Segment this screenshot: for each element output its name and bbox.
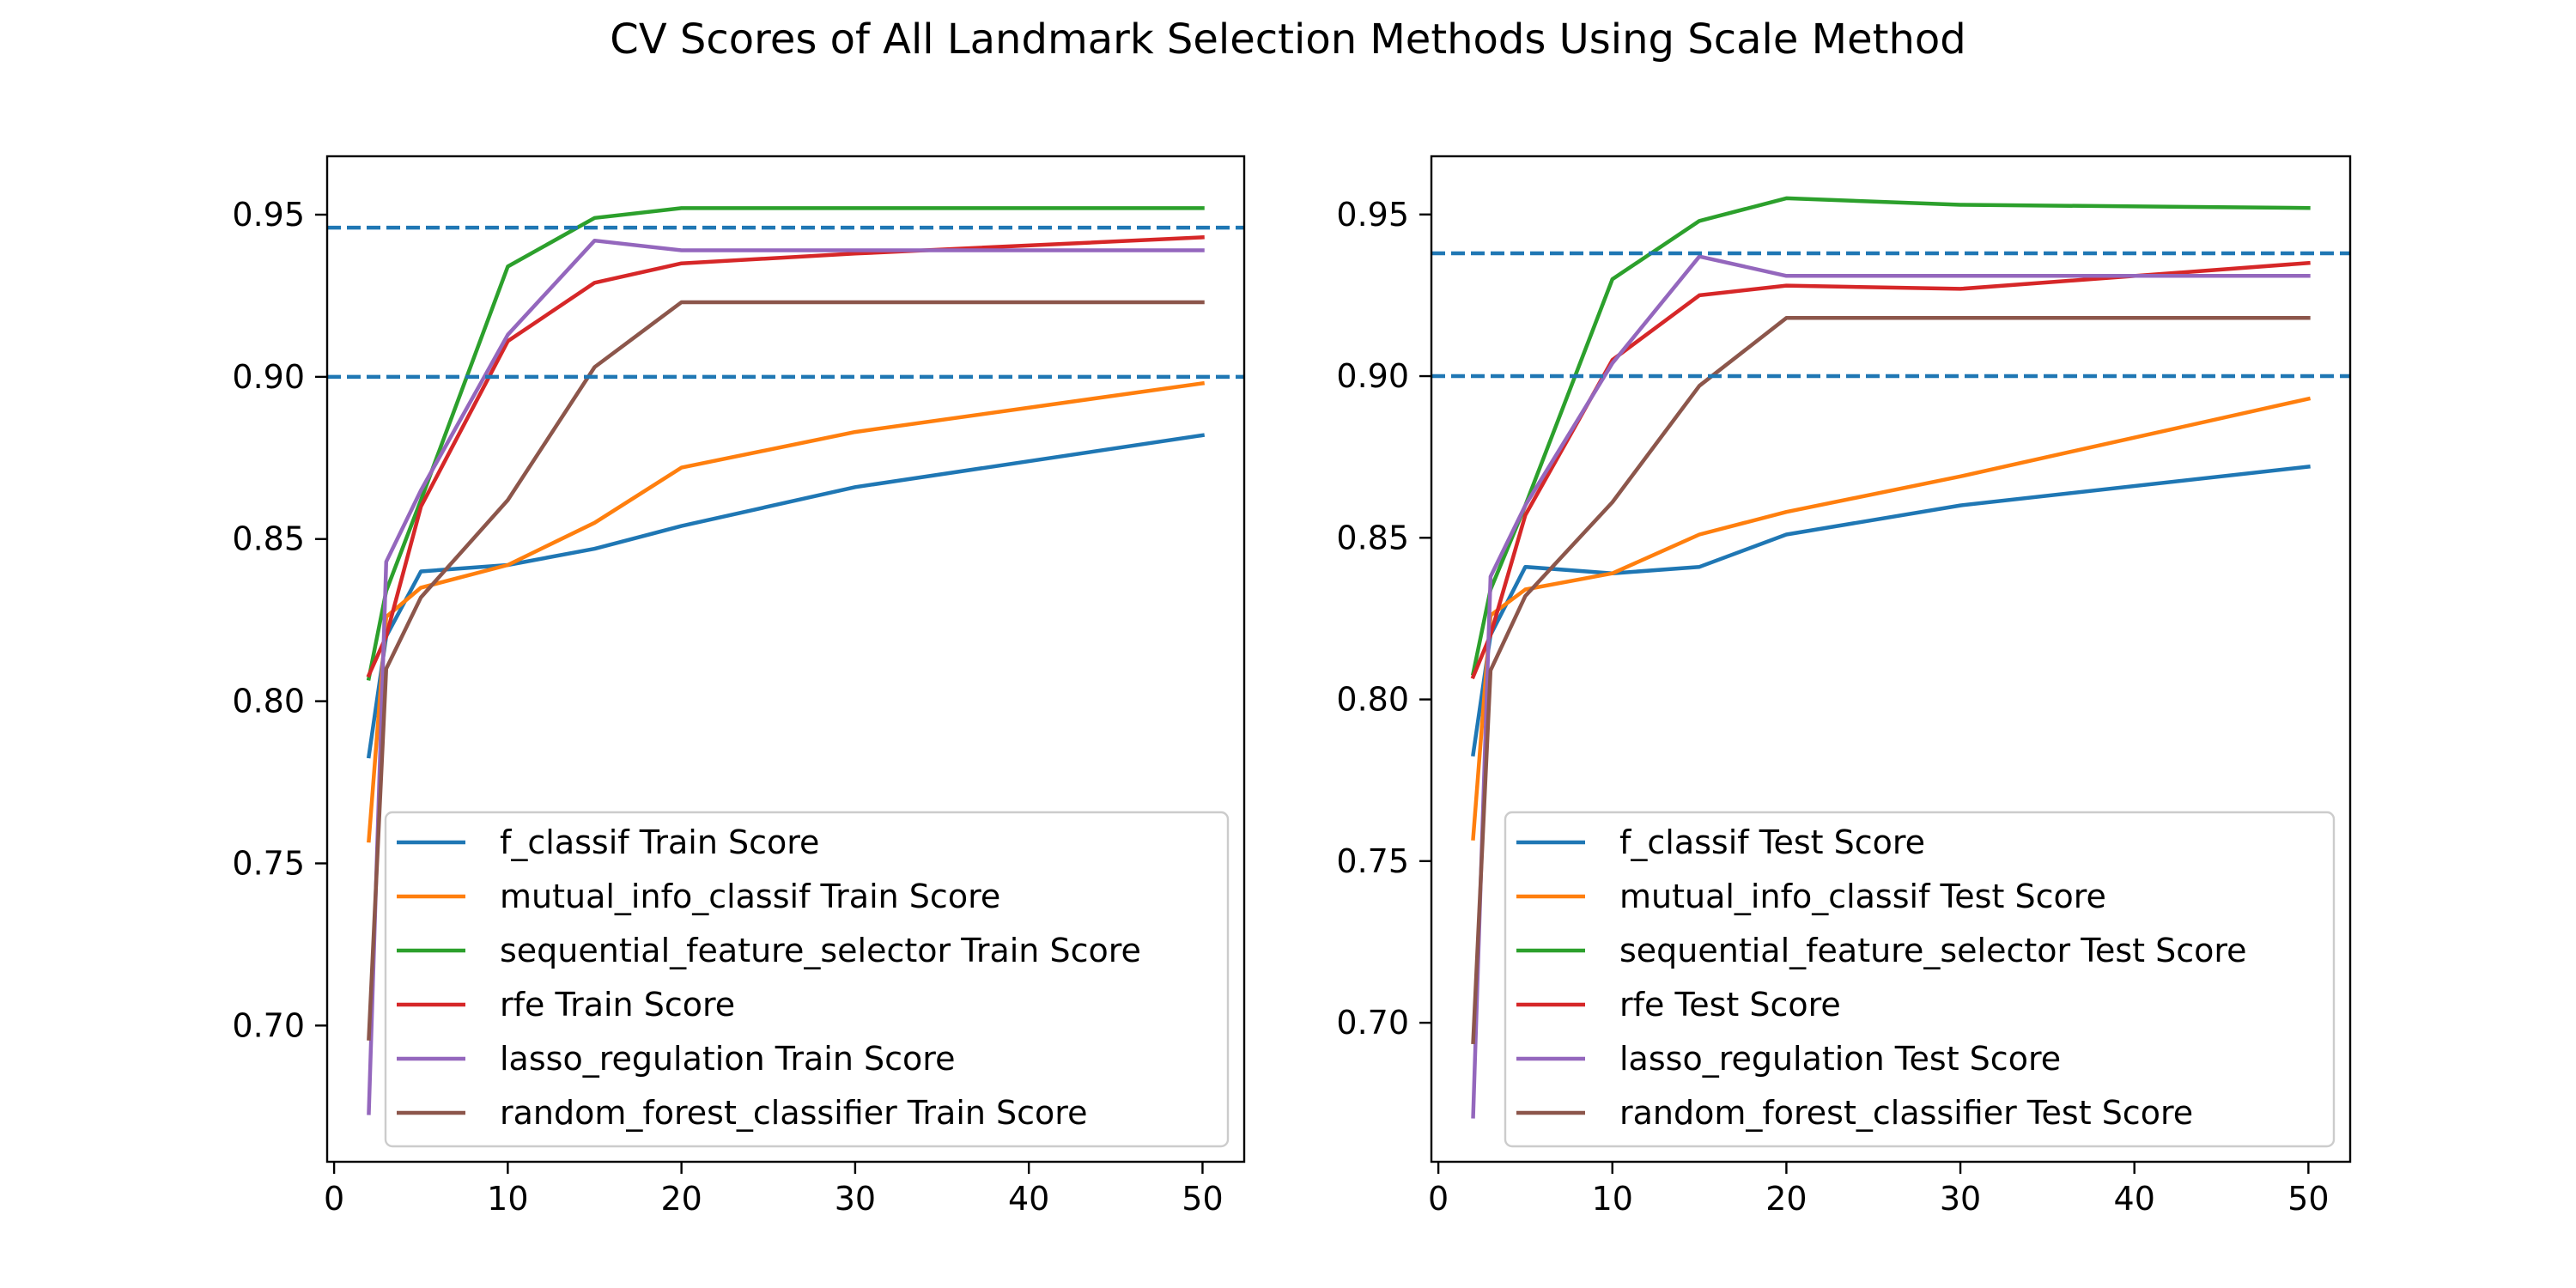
test-legend-label: lasso_regulation Test Score [1619, 1040, 2061, 1078]
test-x-tick-label: 10 [1592, 1180, 1633, 1218]
test-x-tick-label: 20 [1765, 1180, 1807, 1218]
test-y-tick-label: 0.90 [1336, 357, 1409, 395]
test-series-line-4 [1471, 254, 2311, 1119]
train-x-tick-label: 50 [1182, 1180, 1223, 1218]
test-legend-frame [1504, 811, 2336, 1148]
test-series-line-2 [1470, 196, 2311, 677]
test-legend-label: random_forest_classifier Test Score [1619, 1094, 2193, 1132]
train-series-line-2 [366, 206, 1205, 681]
train-x-tick-label: 40 [1008, 1180, 1049, 1218]
train-y-tick-label: 0.70 [232, 1006, 305, 1044]
train-y-tick-label: 0.85 [232, 520, 305, 558]
train-x-tick-label: 30 [835, 1180, 876, 1218]
test-x-tick-label: 50 [2287, 1180, 2329, 1218]
train-legend: f_classif Train Score mutual_info_classif… [384, 811, 1230, 1148]
test-series-line-5 [1471, 316, 2311, 1045]
test-series-line-3 [1470, 260, 2311, 680]
train-series-line-3 [366, 235, 1205, 678]
test-legend: f_classif Test Score mutual_info_classif … [1504, 811, 2336, 1148]
train-legend-label: f_classif Train Score [500, 823, 819, 861]
test-y-tick-label: 0.75 [1336, 842, 1409, 880]
test-legend-label: sequential_feature_selector Test Score [1619, 932, 2247, 969]
train-series-line-4 [367, 238, 1205, 1115]
test-y-tick-label: 0.95 [1336, 196, 1409, 234]
train-legend-label: rfe Train Score [500, 986, 735, 1024]
test-x-tick-label: 40 [2114, 1180, 2155, 1218]
test-axes-frame [1430, 155, 2352, 1163]
figure-title: CV Scores of All Landmark Selection Meth… [610, 15, 1965, 64]
test-y-tick-label: 0.85 [1336, 519, 1409, 556]
train-axes-frame [325, 155, 1246, 1163]
test-legend-label: rfe Test Score [1619, 986, 1841, 1024]
train-legend-label: random_forest_classifier Train Score [500, 1094, 1087, 1132]
test-score-panel: 0 10 20 30 40 50 0.70 0.75 0.80 0.85 0.90 0.95 f_cla… [1336, 155, 2352, 1218]
test-plot-area [1431, 196, 2350, 1119]
train-legend-label: lasso_regulation Train Score [500, 1040, 955, 1078]
test-series-line-0 [1471, 465, 2311, 757]
train-y-tick-label: 0.90 [232, 358, 305, 396]
train-y-tick-label: 0.80 [232, 683, 305, 720]
train-x-tick-label: 20 [660, 1180, 702, 1218]
train-series-line-0 [366, 433, 1206, 759]
train-legend-frame [384, 811, 1230, 1148]
train-y-tick-label: 0.95 [232, 196, 305, 234]
train-plot-area [327, 206, 1244, 1115]
train-x-tick-label: 0 [324, 1180, 344, 1218]
train-legend-label: mutual_info_classif Train Score [500, 878, 1000, 915]
test-x-tick-label: 0 [1428, 1180, 1449, 1218]
train-score-panel: 0 10 20 30 40 50 0.70 0.75 0.80 0.85 0.90 0.95 f_cla… [232, 155, 1246, 1218]
train-y-tick-label: 0.75 [232, 844, 305, 882]
train-legend-label: sequential_feature_selector Train Score [500, 932, 1141, 969]
test-y-tick-label: 0.80 [1336, 681, 1409, 719]
test-legend-label: mutual_info_classif Test Score [1619, 878, 2106, 915]
test-y-tick-label: 0.70 [1336, 1004, 1409, 1042]
test-legend-label: f_classif Test Score [1619, 823, 1925, 861]
train-x-tick-label: 10 [487, 1180, 528, 1218]
train-series-line-5 [367, 300, 1205, 1041]
test-x-tick-label: 30 [1940, 1180, 1981, 1218]
